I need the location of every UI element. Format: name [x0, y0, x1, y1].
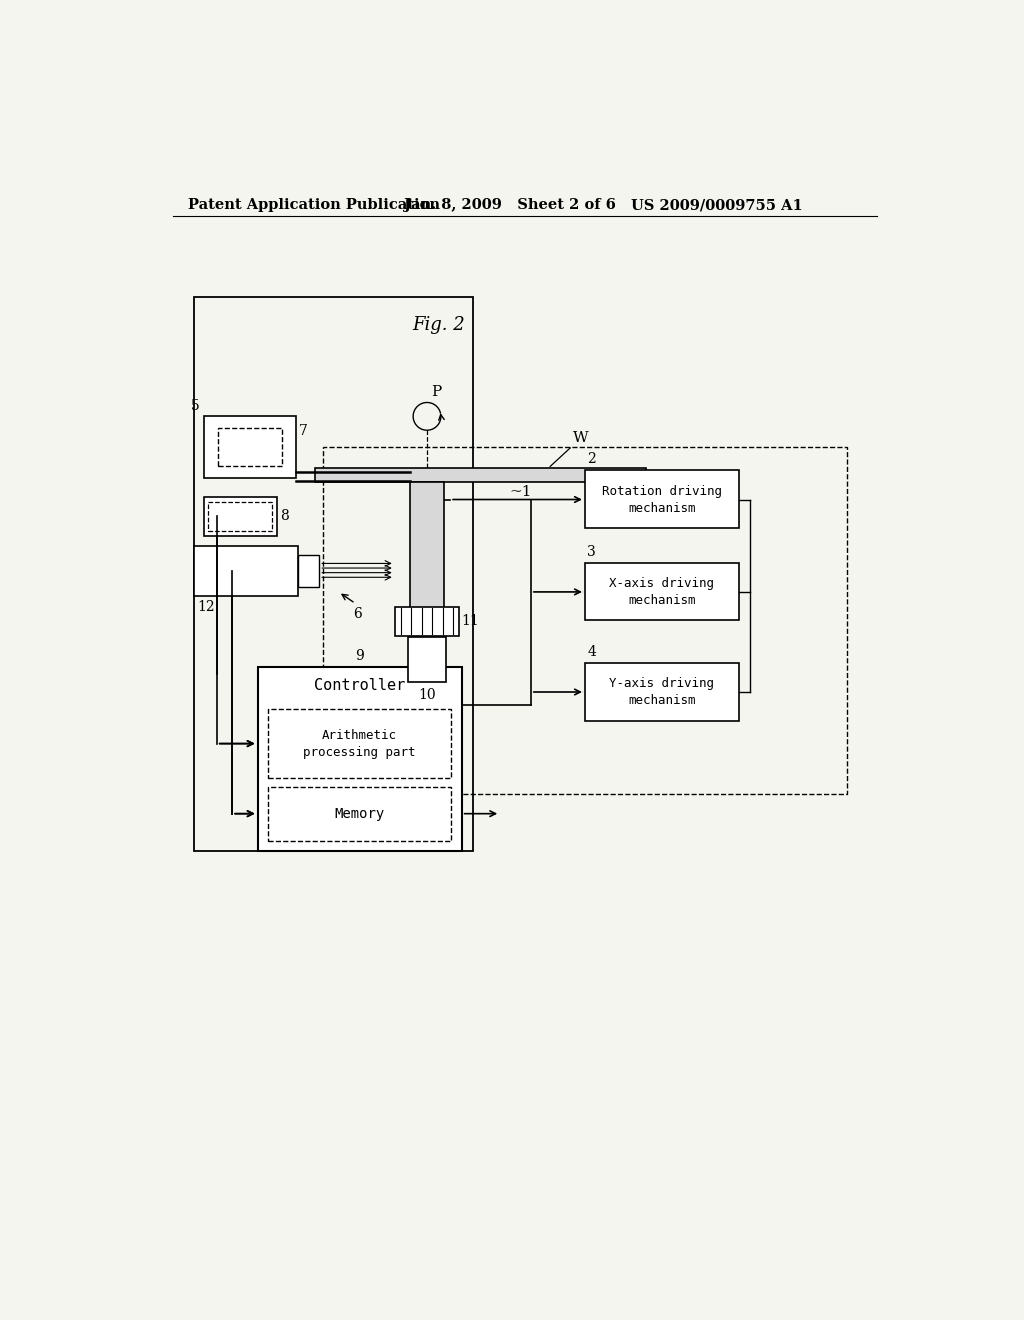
- Text: Controller: Controller: [313, 678, 404, 693]
- Bar: [194, 545, 298, 595]
- Bar: [323, 447, 847, 793]
- Bar: [410, 482, 444, 609]
- Bar: [585, 663, 739, 721]
- Text: Patent Application Publication: Patent Application Publication: [188, 198, 440, 213]
- Text: Memory: Memory: [334, 807, 384, 821]
- Text: ~1: ~1: [509, 484, 531, 499]
- Text: Fig. 2: Fig. 2: [413, 317, 465, 334]
- Bar: [408, 638, 446, 682]
- Text: 4: 4: [587, 645, 596, 659]
- Bar: [268, 709, 451, 779]
- Text: P: P: [432, 385, 442, 400]
- Text: 3: 3: [587, 545, 596, 558]
- Text: 11: 11: [462, 614, 479, 628]
- Bar: [268, 787, 451, 841]
- Text: Rotation driving
mechanism: Rotation driving mechanism: [602, 484, 722, 515]
- Text: 12: 12: [198, 599, 215, 614]
- Text: Y-axis driving
mechanism: Y-axis driving mechanism: [609, 677, 715, 708]
- Text: X-axis driving
mechanism: X-axis driving mechanism: [609, 577, 715, 607]
- Text: 7: 7: [298, 424, 307, 438]
- Text: US 2009/0009755 A1: US 2009/0009755 A1: [631, 198, 803, 213]
- Text: Jan. 8, 2009   Sheet 2 of 6: Jan. 8, 2009 Sheet 2 of 6: [403, 198, 615, 213]
- Bar: [315, 469, 646, 482]
- Text: 6: 6: [353, 607, 362, 620]
- Text: Arithmetic
processing part: Arithmetic processing part: [303, 729, 416, 759]
- Bar: [258, 667, 462, 851]
- Text: 2: 2: [587, 453, 596, 466]
- Bar: [217, 428, 283, 466]
- Bar: [208, 502, 272, 531]
- Text: W: W: [573, 430, 589, 445]
- Bar: [585, 470, 739, 528]
- Text: 5: 5: [191, 399, 200, 412]
- Bar: [194, 297, 473, 851]
- Text: 10: 10: [418, 688, 436, 702]
- Bar: [394, 607, 460, 636]
- Bar: [298, 554, 319, 586]
- Bar: [585, 562, 739, 620]
- Text: 8: 8: [280, 510, 289, 524]
- Bar: [204, 498, 276, 536]
- Text: 9: 9: [355, 648, 364, 663]
- Bar: [204, 416, 296, 478]
